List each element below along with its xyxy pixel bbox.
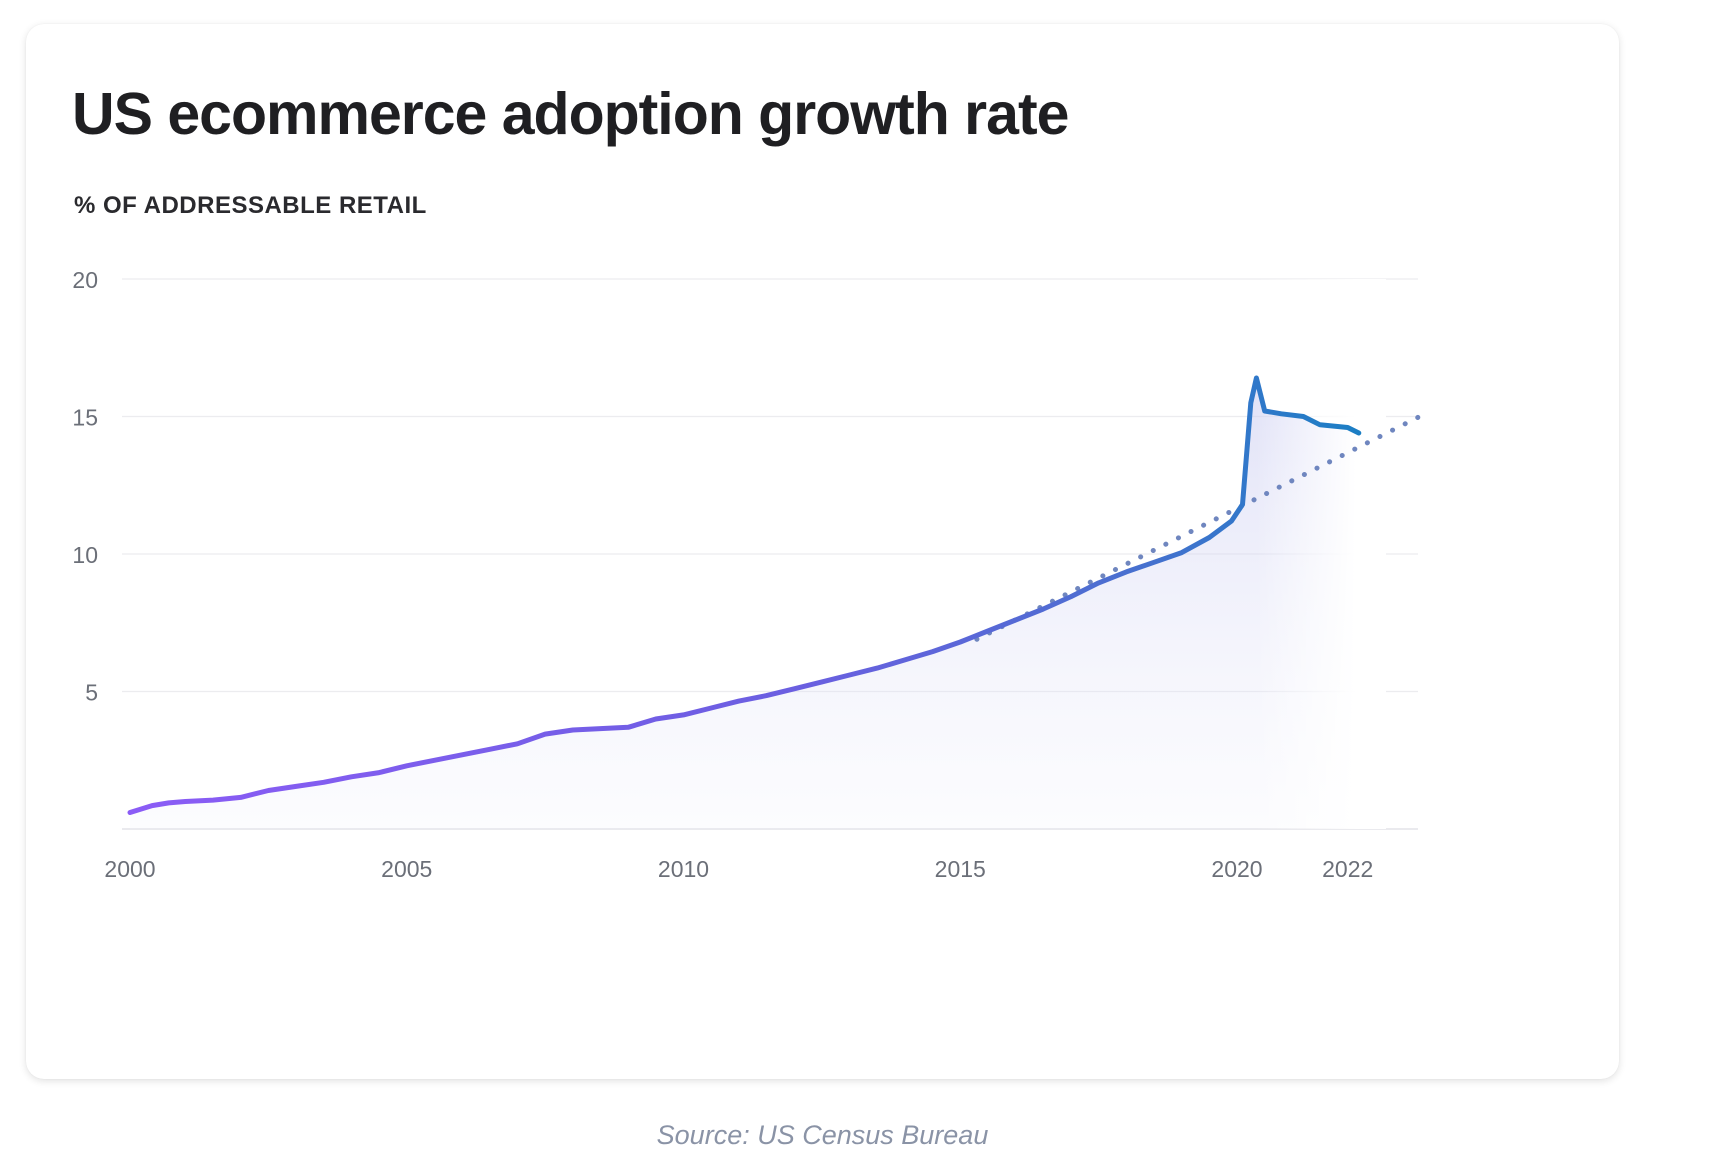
series <box>127 375 1423 815</box>
area-under-curve <box>130 378 1359 829</box>
axes: 5 10 15 20 2000 2005 2010 2015 2020 2022 <box>72 267 1373 882</box>
y-tick-label: 20 <box>72 267 98 293</box>
x-tick-label: 2010 <box>658 856 709 882</box>
x-tick-label: 2020 <box>1211 856 1262 882</box>
y-tick-label: 5 <box>85 680 98 706</box>
y-tick-label: 15 <box>72 405 98 431</box>
x-tick-label: 2000 <box>104 856 155 882</box>
line-chart: 5 10 15 20 2000 2005 2010 2015 2020 2022 <box>72 267 1423 882</box>
source-note: Source: US Census Bureau <box>656 1120 989 1150</box>
y-tick-label: 10 <box>72 542 98 568</box>
x-tick-label: 2022 <box>1322 856 1373 882</box>
x-tick-label: 2005 <box>381 856 432 882</box>
area-fill <box>130 279 1386 829</box>
chart-subtitle: % OF ADDRESSABLE RETAIL <box>74 192 427 219</box>
area-fade <box>1256 279 1386 829</box>
x-tick-label: 2015 <box>935 856 986 882</box>
chart-card: US ecommerce adoption growth rate % OF A… <box>26 24 1619 1079</box>
chart-title: US ecommerce adoption growth rate <box>72 81 1069 147</box>
trend-line-dotted <box>974 414 1423 642</box>
ecommerce-share-line <box>127 375 1362 815</box>
